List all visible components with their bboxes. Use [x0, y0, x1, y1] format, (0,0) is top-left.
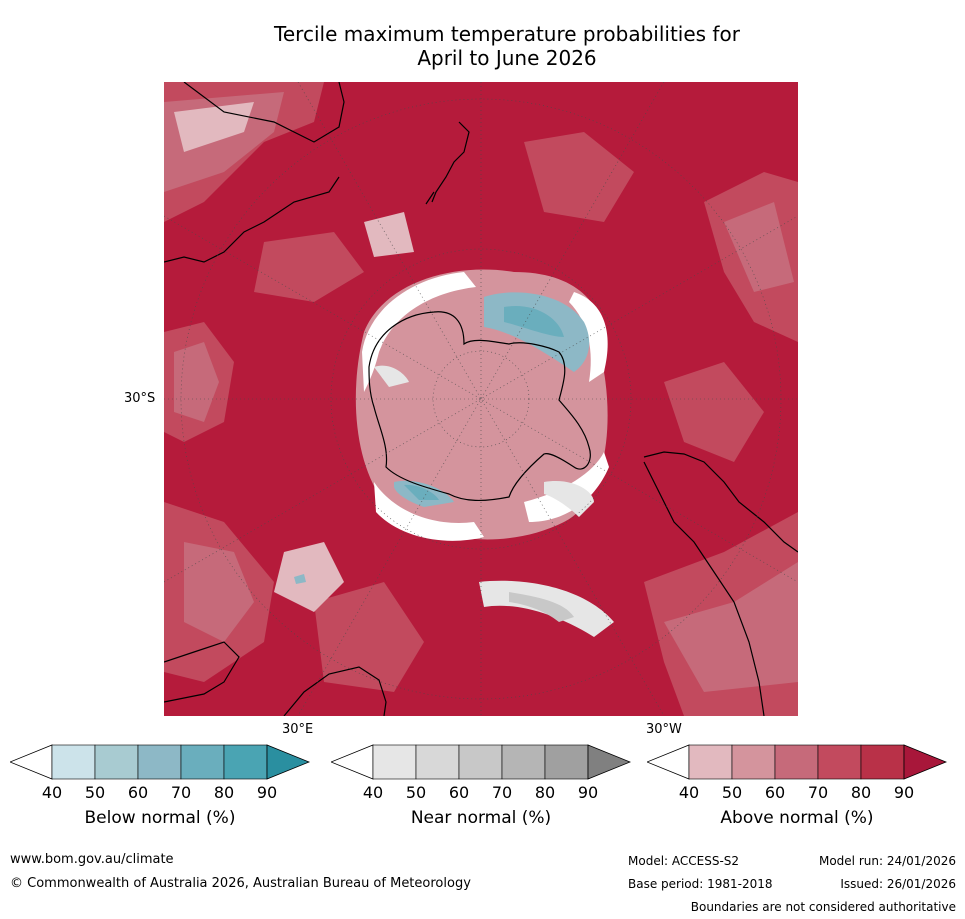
colorbar-tick-label: 40	[678, 783, 700, 802]
australia-coast	[164, 82, 345, 263]
below-normal-areas	[294, 292, 590, 584]
south-america-coast	[643, 451, 798, 716]
ticks-above-normal: 40 50 60 70 80 90	[647, 783, 947, 803]
colorbar-below-normal	[10, 742, 310, 782]
colorbar-above-normal	[647, 742, 947, 782]
colorbar-svg	[10, 744, 310, 780]
ticks-near-normal: 40 50 60 70 80 90	[331, 783, 631, 803]
title-line-2: April to June 2026	[417, 46, 597, 70]
ticks-below-normal: 40 50 60 70 80 90	[10, 783, 310, 803]
colorbar-max-arrow	[903, 744, 947, 780]
graticule	[164, 82, 798, 716]
colorbar-segment	[415, 744, 460, 780]
colorbar-min-arrow	[647, 744, 690, 780]
colorbar-segment	[51, 744, 96, 780]
issued-text: Issued: 26/01/2026	[840, 877, 956, 891]
base-period-text: Base period: 1981-2018	[628, 877, 773, 891]
colorbar-segment	[372, 744, 417, 780]
colorbar-tick-label: 60	[448, 783, 470, 802]
colorbar-segment	[180, 744, 225, 780]
colorbar-svg	[647, 744, 947, 780]
map-svg	[164, 82, 798, 716]
website-link[interactable]: www.bom.gov.au/climate	[10, 852, 174, 867]
colorbar-tick-label: 90	[256, 783, 278, 802]
colorbar-tick-label: 90	[577, 783, 599, 802]
chart-title: Tercile maximum temperature probabilitie…	[164, 22, 850, 70]
colorbar-segment	[817, 744, 862, 780]
colorbar-tick-label: 40	[41, 783, 63, 802]
colorbar-tick-label: 80	[534, 783, 556, 802]
model-text: Model: ACCESS-S2	[628, 854, 740, 868]
new-zealand-coast	[425, 121, 470, 205]
colorbar-tick-label: 80	[213, 783, 235, 802]
colorbar-tick-label: 70	[807, 783, 829, 802]
colorbar-label-below: Below normal (%)	[84, 808, 236, 828]
colorbar-max-arrow	[266, 744, 310, 780]
copyright-text: © Commonwealth of Australia 2026, Austra…	[10, 876, 471, 891]
polar-map	[164, 82, 798, 716]
colorbar-min-arrow	[331, 744, 374, 780]
colorbar-tick-label: 70	[170, 783, 192, 802]
lon-label-30w: 30°W	[646, 722, 682, 737]
colorbar-max-arrow	[587, 744, 631, 780]
title-line-1: Tercile maximum temperature probabilitie…	[274, 22, 740, 46]
colorbar-min-arrow	[10, 744, 53, 780]
colorbar-segment	[458, 744, 503, 780]
lon-label-30e: 30°E	[282, 722, 314, 737]
colorbar-segment	[688, 744, 733, 780]
colorbar-segment	[860, 744, 905, 780]
disclaimer-text: Boundaries are not considered authoritat…	[690, 900, 956, 914]
colorbar-tick-label: 80	[850, 783, 872, 802]
lat-label-30s: 30°S	[124, 391, 156, 406]
colorbar-near-normal	[331, 742, 631, 782]
antarctica-coast	[368, 311, 591, 501]
colorbar-svg	[331, 744, 631, 780]
colorbar-tick-label: 90	[893, 783, 915, 802]
colorbar-segment	[774, 744, 819, 780]
colorbar-segment	[94, 744, 139, 780]
colorbar-segment	[223, 744, 268, 780]
colorbar-segment	[501, 744, 546, 780]
model-run-text: Model run: 24/01/2026	[818, 854, 956, 868]
colorbar-tick-label: 60	[764, 783, 786, 802]
colorbar-tick-label: 50	[84, 783, 106, 802]
colorbar-tick-label: 60	[127, 783, 149, 802]
above-60-patches	[164, 92, 798, 692]
colorbar-tick-label: 50	[405, 783, 427, 802]
colorbar-segment	[137, 744, 182, 780]
colorbar-tick-label: 70	[491, 783, 513, 802]
colorbar-label-near: Near normal (%)	[410, 808, 552, 828]
colorbar-segment	[731, 744, 776, 780]
africa-coast	[164, 641, 387, 716]
colorbar-segment	[544, 744, 589, 780]
colorbar-label-above: Above normal (%)	[720, 808, 874, 828]
colorbar-tick-label: 40	[362, 783, 384, 802]
colorbar-tick-label: 50	[721, 783, 743, 802]
